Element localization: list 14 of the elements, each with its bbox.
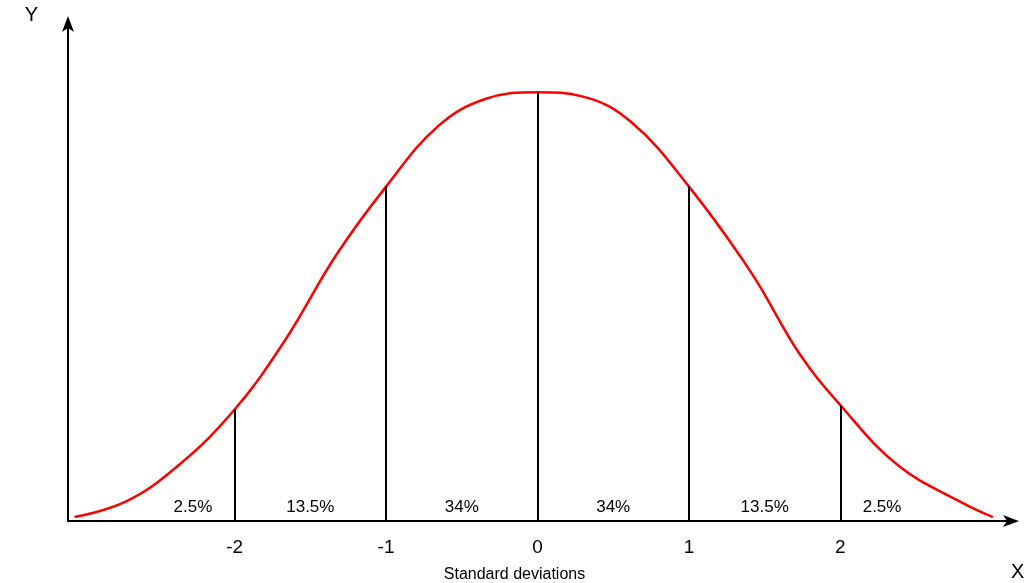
x-tick-label: 1	[683, 536, 695, 557]
x-tick-label: -1	[377, 536, 395, 557]
x-axis-title: X	[1011, 560, 1025, 582]
text: Standard deviations	[443, 564, 586, 582]
annotation: 2.5%	[862, 497, 902, 516]
x-tick-label: -2	[226, 536, 244, 557]
annotation: 34%	[444, 497, 479, 516]
annotation: 2.5%	[173, 497, 213, 516]
x-tick-label: 2	[835, 536, 846, 557]
x-tick-label: 0	[532, 536, 543, 557]
annotation: 13.5%	[740, 497, 789, 516]
annotation: 34%	[596, 497, 631, 516]
annotation: 13.5%	[286, 497, 335, 516]
y-axis-title: Y	[24, 3, 38, 25]
